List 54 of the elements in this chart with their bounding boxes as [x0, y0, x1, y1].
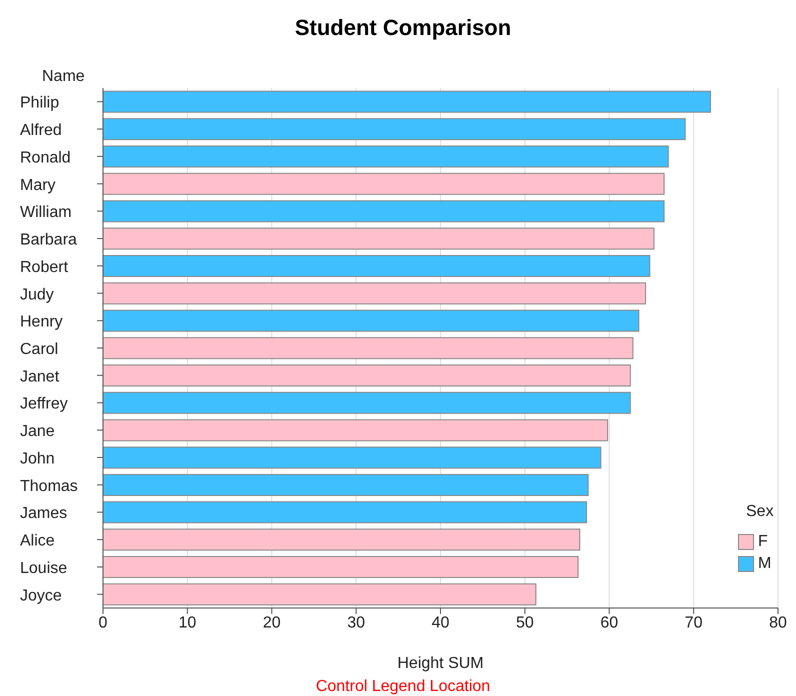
- legend-title: Sex: [746, 503, 774, 521]
- x-tick-label: 40: [432, 614, 450, 632]
- y-tick-label: Alice: [20, 532, 55, 550]
- y-tick-label: Jeffrey: [20, 396, 68, 413]
- y-tick-label: Alfred: [20, 122, 62, 140]
- bar: [103, 528, 580, 551]
- y-tick-label: Joyce: [20, 587, 62, 604]
- y-axis-title: Name: [42, 68, 85, 86]
- bar: [103, 419, 608, 442]
- bar: [103, 364, 631, 386]
- x-tick-label: 20: [262, 614, 281, 632]
- y-tick-label: William: [20, 204, 72, 222]
- bar: [103, 583, 536, 606]
- bar: [103, 501, 587, 524]
- bar: [103, 228, 654, 250]
- x-tick-label: 0: [98, 614, 108, 632]
- x-tick-label: 30: [347, 614, 366, 632]
- bar: [103, 146, 669, 168]
- bar: [103, 392, 631, 414]
- y-tick-label: Thomas: [20, 478, 78, 495]
- legend-label: M: [758, 555, 772, 573]
- y-tick-label: Barbara: [20, 232, 78, 249]
- bar: [103, 556, 579, 578]
- bar: [103, 200, 665, 222]
- bar: [103, 446, 602, 469]
- chart-title: Student Comparison: [294, 14, 512, 42]
- y-tick-label: John: [20, 450, 55, 468]
- y-tick-label: James: [20, 505, 68, 522]
- x-axis-title: Height SUM: [397, 655, 484, 672]
- y-tick-label: Judy: [20, 286, 54, 304]
- bar: [103, 282, 646, 304]
- x-tick-label: 60: [600, 614, 618, 632]
- bar: [103, 118, 686, 140]
- bar: [103, 90, 711, 113]
- y-tick-label: Ronald: [20, 149, 71, 166]
- x-tick-label: 70: [684, 614, 703, 632]
- text: Control Legend Location: [314, 678, 492, 696]
- x-tick-label: 50: [516, 614, 534, 632]
- legend-label: F: [758, 533, 768, 551]
- bar: [103, 310, 640, 332]
- y-tick-label: Henry: [20, 314, 63, 331]
- x-tick-label: 10: [178, 614, 196, 632]
- y-tick-label: Louise: [20, 560, 68, 577]
- y-tick-label: Janet: [20, 368, 60, 386]
- y-tick-label: Philip: [20, 94, 60, 112]
- y-tick-label: Jane: [20, 423, 55, 440]
- bar: [103, 337, 634, 360]
- bar: [103, 474, 589, 496]
- x-tick-label: 80: [769, 614, 787, 632]
- bar: [103, 254, 650, 277]
- y-tick-label: Mary: [20, 176, 56, 194]
- y-tick-label: Robert: [20, 258, 69, 276]
- y-tick-label: Carol: [20, 341, 58, 358]
- bar: [103, 172, 665, 195]
